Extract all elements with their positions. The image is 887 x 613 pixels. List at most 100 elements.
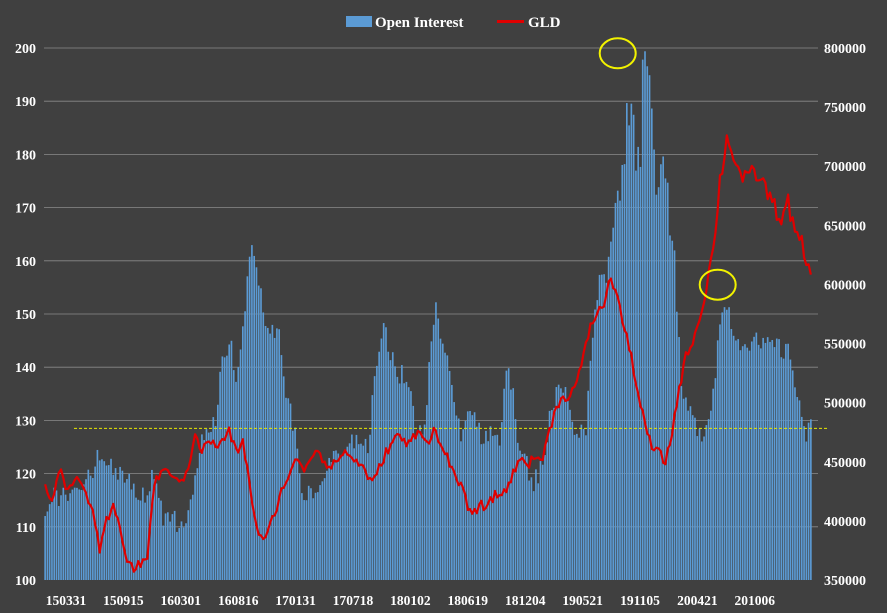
open-interest-bar	[85, 479, 87, 580]
open-interest-bar	[501, 422, 503, 580]
open-interest-bar	[89, 475, 92, 580]
open-interest-bar	[314, 492, 317, 580]
x-tick-label: 201006	[735, 593, 776, 608]
open-interest-bar	[171, 514, 174, 580]
open-interest-bar	[712, 388, 714, 580]
open-interest-bar	[803, 426, 805, 580]
open-interest-bar	[689, 406, 692, 580]
right-tick-label: 700000	[824, 160, 866, 175]
open-interest-bar	[330, 462, 333, 580]
open-interest-bar	[316, 492, 319, 580]
open-interest-bar	[176, 531, 178, 580]
open-interest-bar	[328, 457, 330, 580]
right-tick-label: 650000	[824, 219, 866, 234]
open-interest-bar	[80, 490, 83, 580]
open-interest-bar	[805, 441, 808, 580]
open-interest-bar	[589, 360, 592, 580]
open-interest-bar	[253, 255, 255, 580]
open-interest-bar	[607, 256, 610, 580]
open-interest-bar	[744, 344, 746, 580]
open-interest-bar	[55, 490, 58, 580]
open-interest-bar	[605, 282, 608, 580]
open-interest-bar	[548, 410, 551, 580]
open-interest-bar	[446, 355, 449, 580]
open-interest-bar	[398, 383, 401, 580]
open-interest-bar	[505, 370, 508, 580]
open-interest-bar	[126, 479, 128, 580]
gld-line-layer	[44, 134, 812, 573]
open-interest-bar	[280, 355, 283, 580]
open-interest-bar	[473, 412, 476, 580]
open-interest-bar	[394, 366, 396, 580]
open-interest-bar	[523, 453, 526, 580]
open-interest-bar	[362, 445, 365, 580]
open-interest-bar	[778, 339, 780, 580]
open-interest-bar	[273, 337, 276, 580]
open-interest-bar	[387, 351, 390, 580]
open-interest-bar	[296, 448, 299, 580]
open-interest-bar	[762, 337, 764, 580]
open-interest-bar	[78, 489, 81, 580]
open-interest-bar	[291, 430, 294, 580]
open-interest-bar	[401, 365, 403, 580]
open-interest-bar	[221, 356, 224, 580]
open-interest-bar	[551, 410, 553, 580]
open-interest-bar	[169, 521, 171, 580]
open-interest-bar	[587, 390, 590, 580]
right-tick-label: 350000	[824, 574, 866, 589]
open-interest-bar	[298, 473, 301, 580]
open-interest-bar	[526, 456, 528, 580]
open-interest-bar	[426, 405, 428, 580]
open-interest-bar	[405, 381, 408, 580]
open-interest-bar	[700, 441, 703, 580]
open-interest-bar	[791, 370, 794, 580]
open-interest-bar	[162, 525, 165, 580]
legend-label-open-interest: Open Interest	[375, 15, 463, 31]
open-interest-bar	[210, 431, 212, 580]
open-interest-bar	[539, 461, 542, 580]
open-interest-bar	[637, 146, 639, 580]
open-interest-bar	[755, 332, 758, 580]
open-interest-bar	[453, 402, 455, 580]
left-tick-label: 200	[15, 42, 36, 57]
open-interest-bar	[189, 499, 192, 580]
left-tick-label: 170	[15, 202, 36, 217]
open-interest-bar	[60, 495, 62, 580]
open-interest-bar	[580, 424, 583, 580]
open-interest-bar	[528, 480, 530, 580]
open-interest-bar	[57, 506, 60, 580]
open-interest-bar	[114, 468, 117, 580]
open-interest-bar	[269, 333, 271, 580]
open-interest-bar	[414, 436, 417, 580]
open-interest-bar	[248, 256, 251, 580]
open-interest-bar	[357, 444, 360, 580]
open-interest-bar	[353, 448, 355, 580]
open-interest-bar	[432, 324, 435, 580]
open-interest-bar	[64, 494, 67, 580]
open-interest-bar	[564, 387, 567, 580]
open-interest-bar	[664, 178, 667, 580]
open-interest-bar	[560, 388, 562, 580]
open-interest-bar	[203, 440, 206, 580]
open-interest-bar	[800, 416, 803, 580]
open-interest-bar	[351, 434, 353, 580]
x-tick-label: 180619	[448, 593, 489, 608]
open-interest-bar	[103, 461, 106, 580]
open-interest-bar	[798, 400, 801, 580]
open-interest-bar	[67, 500, 69, 580]
open-interest-bar	[348, 443, 351, 580]
open-interest-bar	[355, 434, 358, 580]
right-tick-label: 550000	[824, 338, 866, 353]
left-tick-label: 180	[15, 148, 36, 163]
open-interest-bar	[485, 430, 487, 580]
x-tick-label: 170131	[275, 593, 316, 608]
open-interest-bar	[251, 245, 253, 580]
open-interest-bar	[598, 274, 601, 580]
open-interest-bar	[321, 481, 324, 580]
open-interest-bar	[773, 347, 776, 580]
open-interest-bar	[455, 415, 458, 580]
open-interest-bar	[639, 166, 642, 580]
open-interest-bar	[421, 434, 424, 580]
open-interest-bar	[217, 404, 219, 580]
open-interest-bar	[51, 502, 53, 580]
